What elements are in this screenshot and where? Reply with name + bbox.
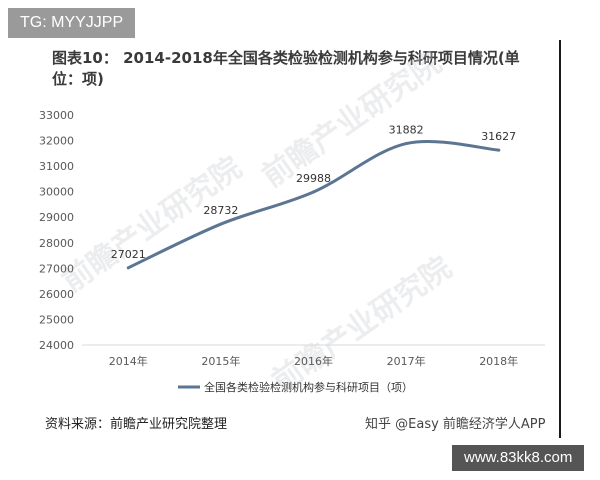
data-label: 31882 xyxy=(389,124,424,137)
y-tick-label: 24000 xyxy=(39,339,74,352)
legend-label: 全国各类检验检测机构参与科研项目（项） xyxy=(204,380,413,394)
data-label: 28732 xyxy=(203,204,238,217)
y-tick-label: 30000 xyxy=(39,186,74,199)
y-tick-label: 32000 xyxy=(39,135,74,148)
chart-title: 图表10： 2014-2018年全国各类检验检测机构参与科研项目情况(单 位：项… xyxy=(52,48,552,90)
y-tick-label: 27000 xyxy=(39,262,74,275)
series-line xyxy=(126,139,501,270)
y-tick-label: 26000 xyxy=(39,288,74,301)
data-label: 31627 xyxy=(481,130,516,143)
data-point xyxy=(126,266,130,270)
tag-badge: TG: MYYJJPP xyxy=(8,8,136,38)
x-tick-label: 2014年 xyxy=(109,354,148,368)
divider xyxy=(559,40,561,438)
credit-note: 知乎 @Easy 前瞻经济学人APP xyxy=(365,417,546,432)
y-tick-label: 31000 xyxy=(39,160,74,173)
y-tick-label: 29000 xyxy=(39,211,74,224)
data-label: 27021 xyxy=(111,248,146,261)
chart-title-line-2: 位：项) xyxy=(52,70,104,88)
x-tick-label: 2016年 xyxy=(294,354,333,368)
source-note: 资料来源：前瞻产业研究院整理 xyxy=(45,417,228,432)
data-point xyxy=(404,142,408,146)
x-tick-label: 2015年 xyxy=(201,354,240,368)
y-tick-label: 33000 xyxy=(39,109,74,122)
chart-title-line-1: 图表10： 2014-2018年全国各类检验检测机构参与科研项目情况(单 xyxy=(52,49,520,67)
x-tick-label: 2017年 xyxy=(387,354,426,368)
data-point xyxy=(497,148,501,152)
site-badge: www.83kk8.com xyxy=(452,445,585,471)
data-point xyxy=(219,222,223,226)
y-tick-label: 25000 xyxy=(39,313,74,326)
data-point xyxy=(312,190,315,194)
data-label: 29988 xyxy=(296,172,331,185)
x-tick-label: 2018年 xyxy=(479,354,518,368)
y-tick-label: 28000 xyxy=(39,237,74,250)
